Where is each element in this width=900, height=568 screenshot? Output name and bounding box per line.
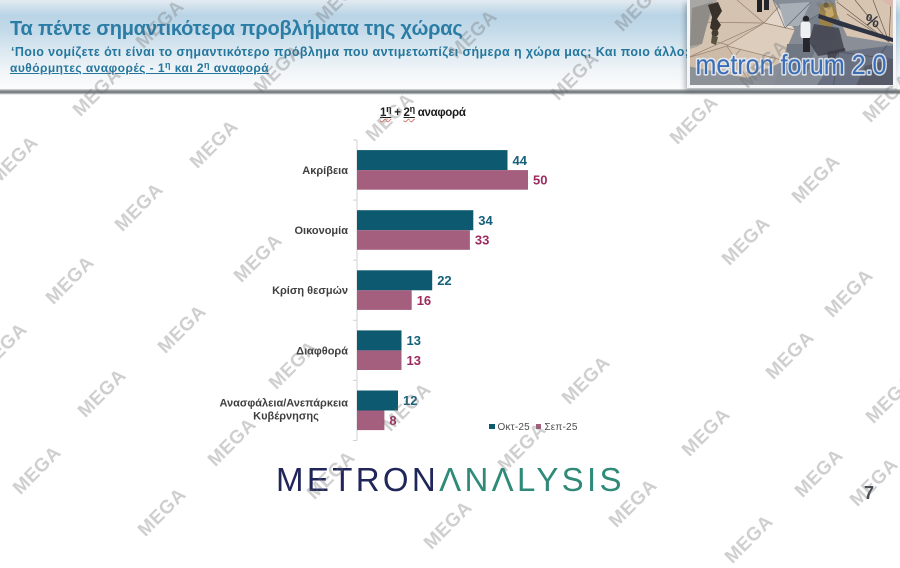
- svg-text:Κρίση θεσμών: Κρίση θεσμών: [272, 285, 348, 297]
- svg-text:%: %: [863, 12, 881, 32]
- svg-text:34: 34: [478, 213, 493, 228]
- svg-text:16: 16: [417, 293, 431, 308]
- svg-text:22: 22: [437, 273, 451, 288]
- svg-text:44: 44: [513, 153, 528, 168]
- svg-text:Κυβέρνησης: Κυβέρνησης: [253, 411, 319, 423]
- svg-text:metron forum 2.0: metron forum 2.0: [696, 49, 887, 80]
- svg-text:Ανασφάλεια/Ανεπάρκεια: Ανασφάλεια/Ανεπάρκεια: [219, 398, 348, 410]
- svg-text:33: 33: [475, 233, 489, 248]
- svg-text:Οικονομία: Οικονομία: [295, 225, 349, 237]
- svg-text:13: 13: [407, 333, 421, 348]
- svg-text:13: 13: [407, 353, 421, 368]
- svg-text:50: 50: [533, 173, 547, 188]
- svg-text:Ακρίβεια: Ακρίβεια: [302, 165, 348, 177]
